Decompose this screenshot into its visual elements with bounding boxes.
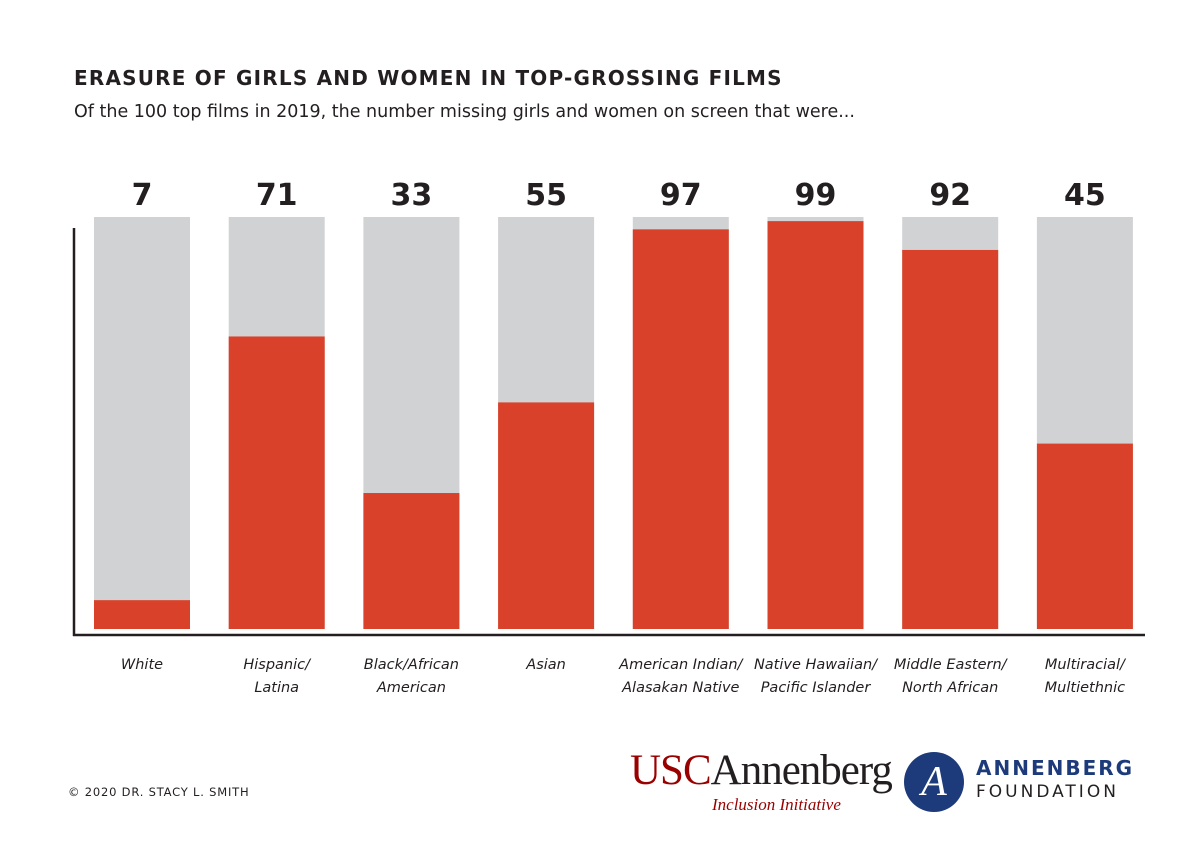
data-label: 97	[660, 178, 702, 213]
copyright-text: © 2020 DR. STACY L. SMITH	[68, 785, 250, 799]
bar-value	[94, 600, 190, 629]
foundation-seal-icon: A	[904, 752, 964, 812]
bar-value	[902, 249, 999, 629]
bar-value	[498, 402, 595, 629]
bar-value	[228, 336, 325, 629]
chart-title: ERASURE OF GIRLS AND WOMEN IN TOP-GROSSI…	[74, 66, 783, 90]
category-label: Black/African	[364, 657, 459, 673]
bar-value	[767, 221, 864, 629]
category-label: Multiracial/	[1045, 657, 1127, 673]
bar-value	[1036, 443, 1133, 629]
usc-annenberg-logo: USCAnnenberg Inclusion Initiative	[630, 747, 893, 818]
category-label: American	[376, 680, 446, 696]
category-label: White	[121, 657, 163, 673]
category-label: Native Hawaiian/	[754, 657, 879, 673]
data-label: 55	[525, 178, 567, 213]
bar-value	[632, 229, 729, 630]
category-label: American Indian/	[618, 657, 744, 673]
data-label: 92	[929, 178, 971, 213]
category-label: Alasakan Native	[621, 680, 739, 696]
bar-value	[363, 493, 460, 629]
bar-remainder	[94, 217, 190, 629]
usc-logo-annenberg: Annenberg	[710, 747, 893, 794]
category-label: North African	[902, 680, 998, 696]
usc-logo-subtitle: Inclusion Initiative	[712, 795, 841, 814]
foundation-name: ANNENBERG	[976, 756, 1135, 780]
annenberg-foundation-logo: A ANNENBERG FOUNDATION	[904, 752, 1144, 812]
data-label: 71	[256, 178, 298, 213]
category-label: Asian	[525, 657, 566, 673]
category-label: Multiethnic	[1045, 680, 1125, 696]
category-label: Pacific Islander	[761, 680, 872, 696]
data-label: 99	[795, 178, 837, 213]
data-label: 33	[391, 178, 433, 213]
category-label: Latina	[254, 680, 299, 696]
foundation-subtitle: FOUNDATION	[976, 782, 1119, 802]
bar-chart: 7 White 71 Hispanic/Latina 33 Black/African Am…	[72, 178, 1145, 696]
chart-subtitle: Of the 100 top films in 2019, the number…	[74, 102, 855, 122]
usc-logo-usc: USC	[630, 747, 712, 794]
category-label: Middle Eastern/	[894, 657, 1009, 673]
category-label: Hispanic/	[243, 657, 312, 673]
data-label: 45	[1064, 178, 1106, 213]
data-label: 7	[132, 178, 153, 213]
